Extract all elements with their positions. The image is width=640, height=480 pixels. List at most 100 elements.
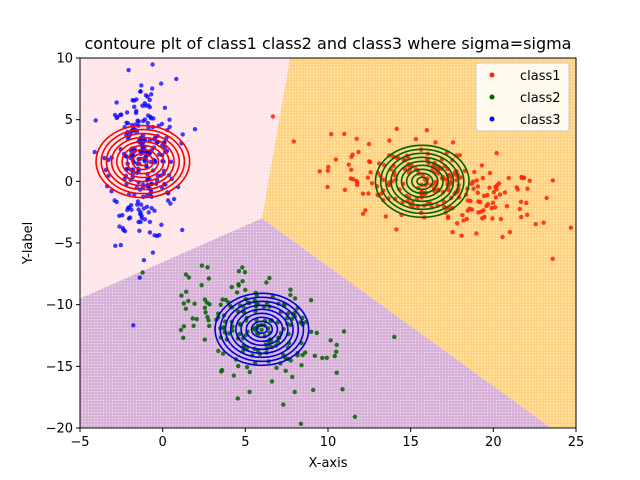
point-class2: [255, 323, 261, 328]
point-class1: [525, 212, 530, 217]
point-class1: [506, 175, 511, 181]
y-tick-label: 0: [65, 175, 73, 190]
legend-marker-class1: [489, 72, 495, 78]
point-class1: [493, 184, 498, 189]
x-tick-label: 25: [568, 435, 585, 450]
legend-marker-class3: [489, 116, 495, 122]
point-class2: [199, 263, 205, 268]
point-class1: [507, 229, 513, 235]
point-class1: [494, 150, 499, 156]
point-class2: [179, 293, 184, 298]
y-tick-label: −10: [46, 298, 73, 313]
point-class1: [472, 169, 477, 175]
x-tick-label: 15: [402, 435, 419, 450]
point-class2: [299, 363, 304, 368]
point-class3: [149, 92, 154, 97]
point-class1: [356, 149, 361, 155]
point-class3: [120, 213, 125, 218]
x-tick-label: 5: [241, 435, 249, 450]
point-class1: [479, 163, 484, 168]
point-class3: [159, 222, 164, 227]
contour-class2: [395, 160, 450, 203]
point-class2: [206, 276, 212, 281]
point-class2: [191, 323, 196, 328]
point-class1: [517, 206, 522, 212]
point-class2: [244, 365, 250, 370]
point-class1: [368, 159, 373, 165]
point-class1: [346, 162, 351, 167]
point-class2: [259, 327, 264, 333]
point-class2: [298, 421, 304, 426]
point-class3: [117, 224, 122, 229]
point-class2: [199, 283, 204, 288]
x-axis-label: X-axis: [309, 456, 348, 471]
contour-class2: [379, 148, 465, 215]
point-class2: [229, 284, 234, 290]
point-class1: [446, 187, 451, 193]
point-class3: [167, 124, 172, 130]
point-class3: [124, 110, 130, 115]
point-class3: [141, 118, 146, 124]
point-class3: [138, 211, 143, 217]
point-class3: [133, 110, 139, 116]
point-class3: [118, 242, 124, 248]
point-class2: [207, 323, 212, 329]
legend-label-class2: class2: [520, 91, 561, 106]
point-class2: [181, 324, 187, 329]
contour-class1: [136, 156, 149, 167]
point-class1: [386, 180, 392, 185]
point-class2: [183, 272, 189, 277]
point-class3: [120, 226, 126, 231]
point-class2: [290, 374, 295, 380]
contour-class1: [121, 144, 165, 179]
point-class2: [267, 275, 272, 281]
point-class2: [218, 302, 223, 307]
y-tick-label: 5: [65, 113, 73, 128]
point-class2: [203, 310, 208, 315]
point-class3: [147, 105, 152, 110]
point-class1: [450, 229, 455, 235]
point-class3: [162, 105, 168, 111]
point-class1: [474, 178, 479, 183]
point-class3: [131, 323, 136, 328]
point-class2: [207, 302, 212, 307]
point-class1: [459, 233, 464, 238]
point-class2: [205, 314, 210, 320]
point-class1: [366, 191, 371, 196]
point-class1: [482, 214, 487, 220]
point-class2: [181, 335, 186, 340]
point-class3: [92, 149, 97, 155]
point-class3: [125, 207, 130, 213]
point-class3: [146, 210, 151, 215]
y-axis-ticks: −20 −15 −10 −5 0 5 10: [46, 52, 80, 437]
point-class2: [202, 305, 208, 310]
point-class1: [349, 167, 354, 172]
point-class3: [93, 118, 98, 123]
point-class1: [383, 214, 388, 219]
point-class3: [148, 159, 154, 165]
point-class2: [178, 327, 184, 333]
point-class1: [394, 126, 399, 131]
point-class3: [145, 120, 150, 126]
y-tick-label: 10: [56, 52, 73, 67]
contour-class1: [100, 128, 186, 195]
contour-class1: [95, 124, 191, 199]
x-axis-ticks: −5 0 5 10 15 20 25: [70, 428, 584, 450]
y-tick-label: −5: [54, 237, 73, 252]
point-class1: [524, 200, 529, 206]
point-class2: [292, 389, 297, 395]
point-class1: [525, 186, 530, 191]
point-class2: [332, 353, 337, 359]
point-class1: [325, 168, 330, 173]
point-class1: [518, 199, 524, 204]
point-class1: [475, 190, 480, 195]
point-class1: [354, 182, 360, 188]
point-class2: [183, 306, 189, 311]
contour-class3: [224, 300, 300, 359]
point-class2: [303, 350, 308, 355]
point-class3: [159, 121, 165, 127]
point-class2: [220, 297, 225, 302]
point-class3: [150, 62, 155, 67]
point-class3: [148, 116, 154, 121]
